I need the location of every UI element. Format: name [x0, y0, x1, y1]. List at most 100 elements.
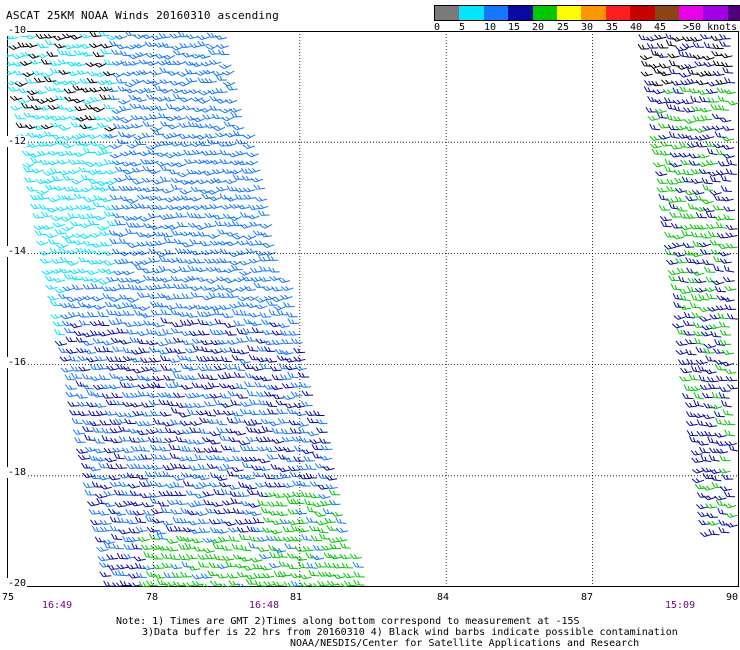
- wind-barb: [68, 355, 80, 362]
- wind-barb: [208, 439, 221, 445]
- wind-barb: [696, 504, 709, 510]
- wind-barb: [30, 105, 43, 111]
- wind-barb: [98, 144, 111, 150]
- wind-barb: [114, 259, 127, 265]
- wind-barb: [226, 573, 239, 579]
- wind-barb: [299, 582, 312, 587]
- wind-barb: [269, 365, 282, 372]
- wind-barb: [647, 96, 659, 102]
- wind-barb: [230, 160, 243, 166]
- wind-barb: [232, 455, 245, 462]
- wind-barb: [173, 115, 187, 121]
- wind-barb: [64, 96, 77, 102]
- wind-barb: [306, 431, 320, 437]
- wind-barb: [54, 43, 67, 49]
- wind-barb: [229, 346, 241, 354]
- wind-barb: [202, 537, 215, 543]
- wind-barb: [103, 251, 116, 257]
- wind-barb: [250, 418, 263, 425]
- wind-barb: [242, 327, 255, 334]
- wind-barb: [716, 295, 729, 301]
- wind-barb: [236, 571, 249, 578]
- wind-barb: [254, 580, 266, 587]
- wind-barb: [685, 348, 697, 356]
- wind-barb: [249, 511, 262, 517]
- wind-barb: [145, 241, 158, 247]
- wind-barb: [246, 489, 259, 495]
- wind-barb: [75, 204, 89, 210]
- wind-barb: [71, 134, 85, 140]
- wind-barb: [269, 551, 281, 559]
- legend-color-bar: [434, 5, 740, 21]
- wind-barb: [180, 283, 193, 289]
- wind-barb: [270, 463, 282, 470]
- wind-barb: [245, 436, 258, 442]
- wind-barb: [165, 525, 178, 532]
- wind-barb: [185, 33, 198, 40]
- wind-barb: [673, 251, 686, 257]
- wind-barb: [64, 238, 77, 244]
- wind-barb: [65, 391, 78, 398]
- wind-barb: [726, 384, 739, 390]
- wind-barb: [715, 375, 728, 382]
- wind-barb: [112, 582, 125, 587]
- wind-barb: [708, 324, 722, 330]
- wind-barb: [69, 323, 83, 329]
- wind-barb: [78, 133, 91, 139]
- wind-barb: [257, 458, 271, 464]
- wind-barb: [75, 380, 87, 387]
- wind-barb: [229, 303, 242, 309]
- wind-barb: [138, 347, 150, 353]
- wind-barb: [136, 374, 149, 381]
- wind-barb: [271, 438, 285, 444]
- wind-barb: [215, 74, 228, 81]
- wind-barb: [715, 440, 728, 446]
- wind-barb: [228, 446, 241, 452]
- wind-barb: [34, 89, 48, 95]
- wind-barb: [215, 87, 228, 94]
- wind-barb: [82, 340, 95, 346]
- wind-barb: [96, 225, 110, 231]
- time-label-3: 15:09: [665, 600, 696, 611]
- wind-barb: [110, 49, 123, 55]
- wind-barb: [119, 294, 132, 300]
- wind-barb: [236, 337, 248, 343]
- wind-barb: [188, 464, 201, 471]
- wind-barb: [678, 72, 692, 78]
- wind-barb: [315, 418, 328, 425]
- wind-barb: [171, 321, 183, 328]
- wind-barb: [202, 355, 215, 362]
- wind-barb: [189, 196, 202, 202]
- wind-barb: [315, 520, 328, 526]
- wind-barb: [212, 214, 225, 220]
- wind-barb: [244, 484, 258, 490]
- wind-barb: [200, 339, 213, 346]
- wind-barb: [178, 543, 190, 550]
- wind-barb: [282, 482, 295, 488]
- wind-barb: [12, 61, 26, 67]
- wind-barb: [250, 177, 264, 183]
- wind-barb: [159, 165, 172, 171]
- wind-barb: [342, 572, 355, 579]
- wind-barb: [157, 60, 170, 66]
- wind-barb: [675, 257, 688, 264]
- wind-barb: [282, 493, 295, 498]
- wind-barb: [98, 562, 111, 568]
- wind-barb: [138, 70, 152, 76]
- wind-barb: [136, 473, 149, 480]
- wind-barb: [683, 384, 695, 392]
- wind-barb: [703, 62, 716, 67]
- wind-barb: [54, 288, 68, 294]
- wind-barb: [153, 231, 166, 237]
- wind-barb: [175, 499, 188, 506]
- wind-barb: [327, 537, 340, 544]
- wind-barb: [710, 474, 722, 482]
- wind-barb: [707, 520, 720, 526]
- wind-barb: [274, 348, 287, 355]
- wind-barb: [72, 233, 85, 238]
- wind-barb: [236, 349, 249, 355]
- wind-barb: [200, 346, 213, 353]
- note-line-3: NOAA/NESDIS/Center for Satellite Applica…: [290, 638, 640, 649]
- wind-barb: [39, 250, 52, 256]
- wind-barb: [269, 276, 282, 281]
